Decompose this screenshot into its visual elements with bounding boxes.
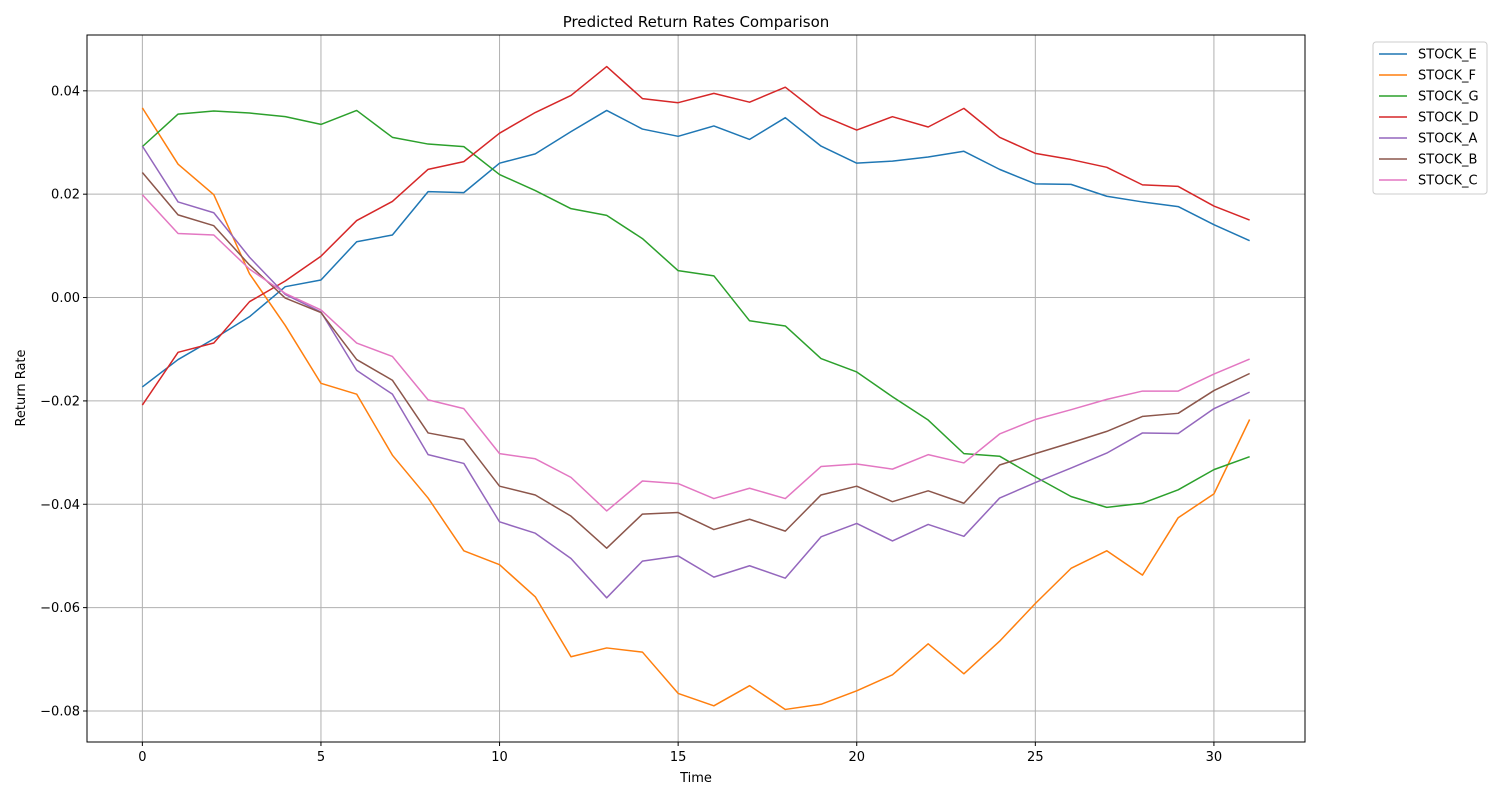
legend: STOCK_E STOCK_F STOCK_G STOCK_D STOCK_A STOCK… bbox=[1372, 41, 1488, 195]
y-tick-label: −0.06 bbox=[40, 601, 80, 616]
x-tick-label: 0 bbox=[138, 750, 146, 765]
x-tick-label: 5 bbox=[317, 750, 325, 765]
x-tick-label: 30 bbox=[1206, 750, 1223, 765]
series-line-stock-d bbox=[141, 65, 1250, 406]
y-axis-label: Return Rate bbox=[14, 349, 29, 426]
chart-title: Predicted Return Rates Comparison bbox=[563, 13, 830, 31]
y-axis-ticks: −0.08 −0.06 −0.04 −0.02 0.00 0.02 0.04 bbox=[40, 84, 87, 719]
y-tick-label: −0.02 bbox=[40, 394, 80, 409]
legend-box bbox=[1372, 41, 1488, 195]
legend-label: STOCK_A bbox=[1418, 132, 1478, 147]
legend-label: STOCK_B bbox=[1418, 153, 1477, 168]
series-line-stock-a bbox=[141, 145, 1250, 599]
y-tick-label: −0.04 bbox=[40, 498, 80, 513]
x-axis-label: Time bbox=[679, 771, 712, 786]
x-tick-label: 15 bbox=[670, 750, 687, 765]
x-tick-label: 25 bbox=[1027, 750, 1044, 765]
legend-label: STOCK_F bbox=[1418, 69, 1476, 84]
x-tick-label: 10 bbox=[491, 750, 508, 765]
y-tick-label: 0.02 bbox=[51, 188, 80, 203]
legend-label: STOCK_E bbox=[1418, 48, 1477, 63]
series-line-stock-g bbox=[141, 109, 1250, 509]
series-line-stock-f bbox=[141, 107, 1251, 711]
x-axis-ticks: 0 5 10 15 20 25 30 bbox=[138, 742, 1222, 765]
legend-label: STOCK_G bbox=[1418, 90, 1479, 105]
series-line-stock-b bbox=[141, 171, 1250, 549]
y-tick-label: 0.00 bbox=[51, 291, 80, 306]
series-line-stock-e bbox=[141, 109, 1250, 388]
series-lines bbox=[141, 65, 1251, 711]
legend-label: STOCK_C bbox=[1418, 174, 1478, 189]
y-tick-label: −0.08 bbox=[40, 704, 80, 719]
series-line-stock-c bbox=[141, 194, 1250, 512]
x-tick-label: 20 bbox=[848, 750, 865, 765]
legend-label: STOCK_D bbox=[1418, 111, 1479, 126]
y-tick-label: 0.04 bbox=[51, 84, 80, 99]
plot-frame bbox=[86, 34, 1306, 743]
